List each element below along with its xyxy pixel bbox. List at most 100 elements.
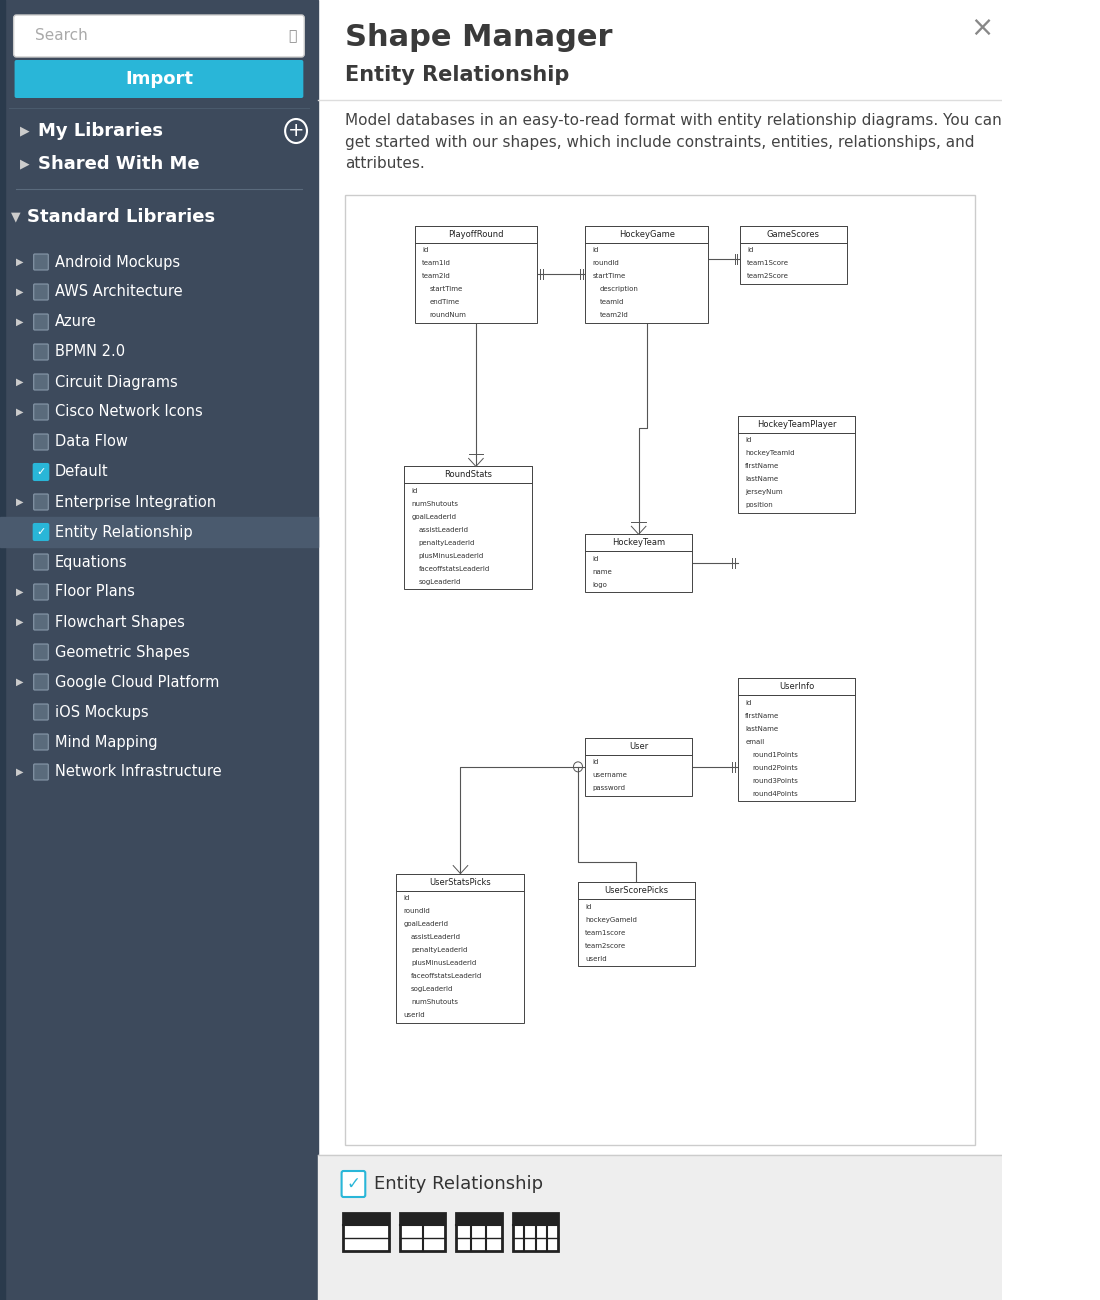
Text: description: description: [600, 286, 639, 292]
Bar: [740, 225, 847, 283]
Text: HockeyGame: HockeyGame: [618, 230, 674, 238]
Text: UserInfo: UserInfo: [779, 682, 814, 692]
Text: teamId: teamId: [600, 299, 624, 305]
Text: round1Points: round1Points: [752, 751, 799, 758]
Text: plusMinusLeaderId: plusMinusLeaderId: [411, 961, 476, 966]
Text: team2Score: team2Score: [747, 273, 789, 280]
Text: id: id: [747, 247, 754, 254]
Text: username: username: [593, 772, 627, 779]
Text: iOS Mockups: iOS Mockups: [55, 705, 148, 719]
Text: ▶: ▶: [16, 257, 24, 266]
FancyBboxPatch shape: [34, 554, 48, 569]
Bar: [585, 738, 692, 755]
Text: endTime: endTime: [429, 299, 460, 305]
Text: ▶: ▶: [16, 618, 24, 627]
FancyBboxPatch shape: [34, 464, 48, 480]
Bar: [578, 883, 695, 966]
Text: User: User: [629, 742, 648, 751]
Text: Circuit Diagrams: Circuit Diagrams: [55, 374, 177, 390]
Text: startTime: startTime: [429, 286, 462, 292]
FancyBboxPatch shape: [34, 315, 48, 330]
Text: BPMN 2.0: BPMN 2.0: [55, 344, 124, 360]
Text: id: id: [593, 556, 600, 562]
Text: lastName: lastName: [745, 476, 779, 482]
Text: Geometric Shapes: Geometric Shapes: [55, 645, 189, 659]
Text: ▼: ▼: [11, 211, 21, 224]
Text: roundId: roundId: [593, 260, 619, 266]
Text: +: +: [288, 121, 305, 140]
Text: plusMinusLeaderId: plusMinusLeaderId: [418, 552, 484, 559]
Text: penaltyLeaderId: penaltyLeaderId: [418, 540, 475, 546]
Text: Flowchart Shapes: Flowchart Shapes: [55, 615, 185, 629]
Text: attributes.: attributes.: [345, 156, 425, 172]
Text: id: id: [422, 247, 428, 254]
Text: id: id: [411, 488, 418, 494]
Text: Mind Mapping: Mind Mapping: [55, 734, 157, 750]
Text: round3Points: round3Points: [752, 777, 799, 784]
Text: ✓: ✓: [346, 1175, 361, 1193]
Text: AWS Architecture: AWS Architecture: [55, 285, 183, 299]
Text: Enterprise Integration: Enterprise Integration: [55, 494, 216, 510]
Text: RoundStats: RoundStats: [444, 471, 492, 480]
Bar: [578, 883, 695, 900]
Text: team1Score: team1Score: [747, 260, 790, 266]
Text: id: id: [745, 437, 751, 443]
Text: email: email: [745, 738, 764, 745]
Text: Model databases in an easy-to-read format with entity relationship diagrams. You: Model databases in an easy-to-read forma…: [345, 113, 1002, 127]
Bar: [0, 0, 318, 1300]
Bar: [456, 1213, 502, 1251]
Text: jerseyNum: jerseyNum: [745, 489, 783, 495]
FancyBboxPatch shape: [34, 705, 48, 720]
Text: assistLeaderId: assistLeaderId: [411, 935, 461, 940]
FancyBboxPatch shape: [342, 1171, 365, 1197]
Bar: [0, 517, 318, 547]
Text: ▶: ▶: [16, 497, 24, 507]
Text: PlayoffRound: PlayoffRound: [448, 230, 504, 238]
Bar: [318, 1154, 1002, 1300]
Text: id: id: [593, 247, 600, 254]
Text: ▶: ▶: [20, 125, 30, 138]
Text: My Libraries: My Libraries: [39, 122, 163, 140]
Text: ▶: ▶: [16, 317, 24, 328]
Bar: [585, 738, 692, 796]
Text: firstName: firstName: [745, 712, 780, 719]
Bar: [404, 467, 532, 589]
Text: Entity Relationship: Entity Relationship: [345, 65, 570, 84]
FancyBboxPatch shape: [34, 764, 48, 780]
Text: ▶: ▶: [16, 407, 24, 417]
Bar: [738, 416, 855, 512]
Text: id: id: [585, 903, 592, 910]
Text: faceoffstatsLeaderId: faceoffstatsLeaderId: [418, 566, 490, 572]
Text: sogLeaderId: sogLeaderId: [418, 578, 461, 585]
FancyBboxPatch shape: [34, 494, 48, 510]
FancyBboxPatch shape: [34, 734, 48, 750]
Text: roundNum: roundNum: [429, 312, 466, 318]
Text: logo: logo: [593, 582, 607, 588]
Bar: [415, 225, 537, 322]
Text: round4Points: round4Points: [752, 790, 799, 797]
Text: HockeyTeamPlayer: HockeyTeamPlayer: [757, 420, 836, 429]
FancyBboxPatch shape: [13, 16, 305, 57]
Text: team2Id: team2Id: [600, 312, 628, 318]
Text: Floor Plans: Floor Plans: [55, 585, 134, 599]
Bar: [456, 1213, 502, 1225]
Text: team1Id: team1Id: [422, 260, 451, 266]
Text: Cisco Network Icons: Cisco Network Icons: [55, 404, 202, 420]
Text: id: id: [593, 759, 600, 766]
Text: roundId: roundId: [404, 909, 430, 914]
Text: Import: Import: [125, 70, 192, 88]
Text: hockeyGameId: hockeyGameId: [585, 916, 637, 923]
Text: Android Mockups: Android Mockups: [55, 255, 179, 269]
FancyBboxPatch shape: [14, 60, 304, 98]
Text: goalLeaderId: goalLeaderId: [411, 514, 456, 520]
Text: id: id: [404, 896, 410, 901]
Text: numShutouts: numShutouts: [411, 1000, 458, 1005]
Text: userId: userId: [404, 1013, 426, 1018]
Text: faceoffstatsLeaderId: faceoffstatsLeaderId: [411, 974, 482, 979]
Text: Shape Manager: Shape Manager: [345, 23, 613, 52]
Text: Standard Libraries: Standard Libraries: [28, 208, 216, 226]
Bar: [400, 1213, 446, 1251]
FancyBboxPatch shape: [34, 644, 48, 660]
Text: ▶: ▶: [20, 157, 30, 170]
Text: Google Cloud Platform: Google Cloud Platform: [55, 675, 219, 689]
